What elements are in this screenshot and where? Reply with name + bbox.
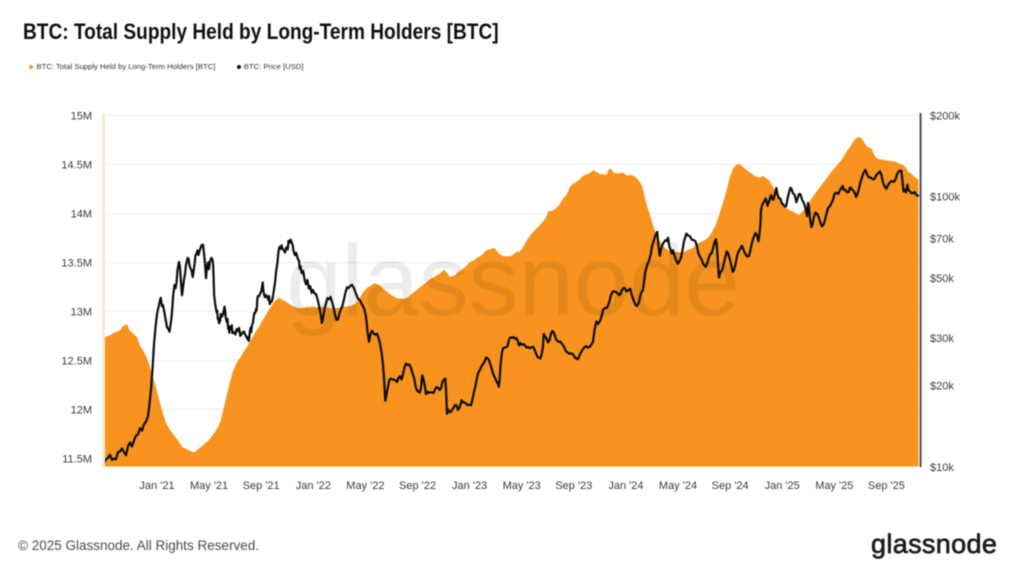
svg-text:Jan '22: Jan '22 (296, 480, 331, 492)
svg-text:$30k: $30k (930, 333, 954, 345)
svg-text:14M: 14M (71, 208, 92, 220)
svg-text:May '21: May '21 (190, 480, 228, 492)
svg-text:Jan '21: Jan '21 (139, 480, 174, 492)
svg-text:Sep '25: Sep '25 (868, 480, 905, 492)
svg-text:Jan '23: Jan '23 (452, 480, 487, 492)
svg-text:13M: 13M (71, 306, 92, 318)
svg-text:12.5M: 12.5M (61, 355, 92, 367)
svg-text:$20k: $20k (930, 381, 954, 393)
svg-text:Jan '25: Jan '25 (765, 480, 800, 492)
svg-text:$70k: $70k (930, 233, 954, 245)
svg-text:Sep '24: Sep '24 (712, 480, 749, 492)
svg-text:May '23: May '23 (503, 480, 541, 492)
svg-text:14.5M: 14.5M (61, 159, 92, 171)
svg-text:May '25: May '25 (815, 480, 853, 492)
svg-text:15M: 15M (71, 110, 92, 122)
svg-text:glassnode: glassnode (286, 225, 738, 337)
svg-text:12M: 12M (71, 404, 92, 416)
svg-text:May '24: May '24 (659, 480, 697, 492)
svg-text:$50k: $50k (930, 273, 954, 285)
svg-text:13.5M: 13.5M (61, 257, 92, 269)
svg-text:Sep '23: Sep '23 (555, 480, 592, 492)
svg-text:$10k: $10k (930, 462, 954, 474)
svg-text:11.5M: 11.5M (62, 453, 92, 465)
svg-text:May '22: May '22 (346, 480, 384, 492)
svg-text:Sep '21: Sep '21 (243, 480, 280, 492)
svg-text:$100k: $100k (930, 192, 960, 204)
svg-text:$200k: $200k (930, 110, 960, 122)
svg-text:Sep '22: Sep '22 (399, 480, 436, 492)
svg-text:Jan '24: Jan '24 (608, 480, 643, 492)
